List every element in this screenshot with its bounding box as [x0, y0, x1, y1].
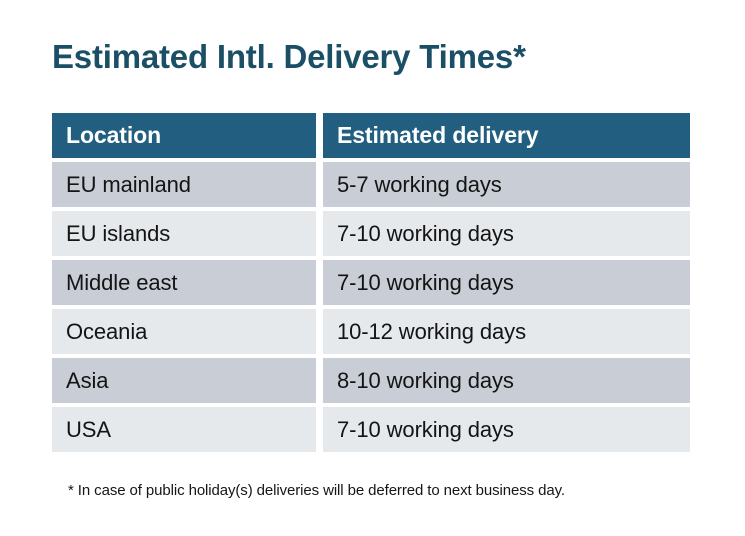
column-divider: [316, 309, 323, 354]
cell-location: Oceania: [52, 309, 316, 354]
table-header-row: Location Estimated delivery: [52, 113, 690, 158]
table-row: Asia 8-10 working days: [52, 358, 690, 403]
footnote-text: * In case of public holiday(s) deliverie…: [68, 482, 565, 499]
table-row: Middle east 7-10 working days: [52, 260, 690, 305]
table-row: EU islands 7-10 working days: [52, 211, 690, 256]
cell-delivery: 7-10 working days: [323, 407, 690, 452]
column-divider: [316, 407, 323, 452]
cell-location: Middle east: [52, 260, 316, 305]
column-divider: [316, 211, 323, 256]
cell-delivery: 7-10 working days: [323, 260, 690, 305]
delivery-times-table: Location Estimated delivery EU mainland …: [52, 113, 690, 452]
column-divider: [316, 260, 323, 305]
cell-delivery: 7-10 working days: [323, 211, 690, 256]
table-row: EU mainland 5-7 working days: [52, 162, 690, 207]
table-row: USA 7-10 working days: [52, 407, 690, 452]
cell-delivery: 5-7 working days: [323, 162, 690, 207]
cell-delivery: 10-12 working days: [323, 309, 690, 354]
cell-location: EU mainland: [52, 162, 316, 207]
column-header-estimated-delivery: Estimated delivery: [323, 113, 690, 158]
page-title: Estimated Intl. Delivery Times*: [52, 38, 526, 75]
column-divider: [316, 113, 323, 158]
cell-location: USA: [52, 407, 316, 452]
cell-location: EU islands: [52, 211, 316, 256]
column-divider: [316, 162, 323, 207]
cell-delivery: 8-10 working days: [323, 358, 690, 403]
column-divider: [316, 358, 323, 403]
column-header-location: Location: [52, 113, 316, 158]
table-row: Oceania 10-12 working days: [52, 309, 690, 354]
cell-location: Asia: [52, 358, 316, 403]
